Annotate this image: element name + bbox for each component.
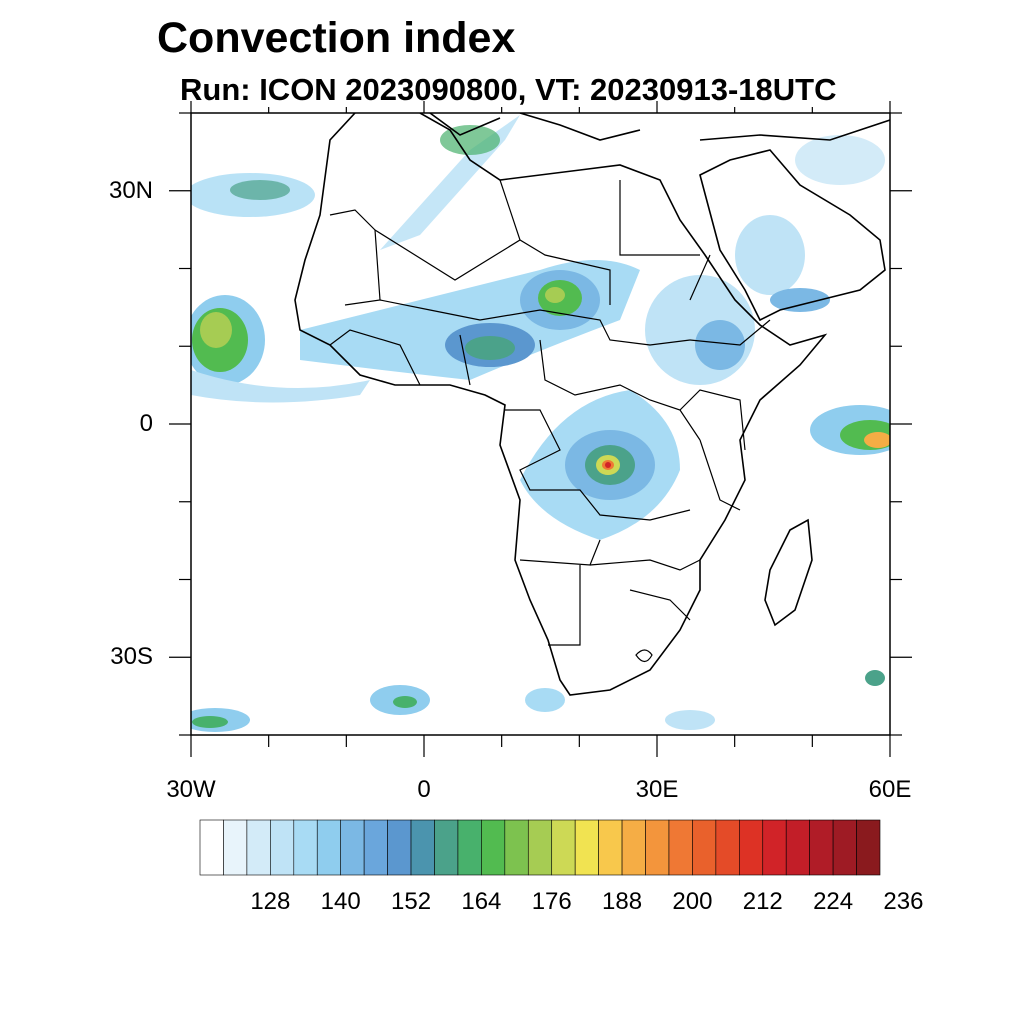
colorbar-tick-label: 176: [531, 888, 572, 915]
field-patch: [864, 432, 890, 448]
colorbar-swatch: [481, 819, 506, 876]
colorbar-swatch: [340, 819, 365, 876]
axis-ticks: [169, 101, 912, 757]
colorbar-swatch: [293, 819, 318, 876]
colorbar-swatch: [785, 819, 810, 876]
border-line: [519, 539, 601, 646]
colorbar-swatch: [410, 819, 435, 876]
field-patch: [605, 462, 611, 468]
colorbar-tick-label: 152: [391, 888, 432, 915]
colorbar-tick-label: 236: [883, 888, 924, 915]
colorbar: [199, 819, 881, 876]
field-patch: [465, 336, 515, 360]
chart-subtitle: Run: ICON 2023090800, VT: 20230913-18UTC: [180, 72, 837, 107]
lon-tick-label: 30E: [635, 776, 679, 803]
field-patch: [393, 696, 417, 708]
colorbar-swatch: [668, 819, 693, 876]
europe-coastline: [429, 113, 890, 141]
colorbar-swatch: [574, 819, 599, 876]
border-line: [374, 229, 611, 305]
border-line: [689, 319, 771, 346]
field-patch: [200, 312, 232, 348]
colorbar-swatch: [223, 819, 248, 876]
convection-field: [191, 115, 890, 732]
colorbar-tick-label: 188: [602, 888, 643, 915]
colorbar-swatch: [739, 819, 764, 876]
africa-coastline: [294, 113, 828, 696]
arabia-coastline: [699, 149, 886, 322]
colorbar-tick-label: 140: [320, 888, 361, 915]
border-line: [329, 209, 381, 306]
colorbar-swatch: [527, 819, 553, 876]
colorbar-swatch: [504, 819, 529, 876]
border-line: [379, 299, 691, 346]
colorbar-swatch: [199, 819, 224, 876]
field-patch: [770, 288, 830, 312]
colorbar-swatch: [762, 819, 787, 876]
field-patch: [865, 670, 885, 686]
colorbar-swatch: [246, 819, 271, 876]
field-patch: [440, 125, 500, 155]
field-patch: [191, 370, 370, 403]
colorbar-tick-label: 164: [461, 888, 502, 915]
colorbar-swatch: [598, 819, 623, 876]
colorbar-swatch: [715, 819, 740, 876]
colorbar-swatch: [434, 819, 459, 876]
field-patch: [192, 716, 228, 728]
colorbar-swatch: [316, 819, 341, 876]
field-patch: [230, 180, 290, 200]
field-patch: [795, 135, 885, 185]
field-patch: [525, 688, 565, 712]
lat-tick-label: 0: [139, 410, 153, 437]
colorbar-tick-label: 212: [742, 888, 783, 915]
border-line: [329, 329, 471, 386]
colorbar-swatch: [809, 819, 834, 876]
lon-tick-label: 60E: [868, 776, 912, 803]
colorbar-swatch: [270, 819, 295, 876]
colorbar-swatch: [551, 819, 576, 876]
border-line: [499, 179, 711, 301]
border-line: [505, 409, 691, 521]
madagascar-coastline: [764, 518, 813, 627]
colorbar-tick-label: 128: [250, 888, 291, 915]
field-patch: [695, 320, 745, 370]
colorbar-swatch: [621, 819, 646, 876]
field-patch: [545, 287, 565, 303]
colorbar-swatch: [363, 819, 388, 876]
colorbar-swatch: [856, 819, 881, 876]
lon-tick-label: 30W: [166, 776, 216, 803]
colorbar-swatch: [387, 819, 412, 876]
colorbar-swatch: [692, 819, 717, 876]
field-patch: [735, 215, 805, 295]
chart-title: Convection index: [157, 14, 516, 62]
coastlines: [294, 113, 890, 696]
country-borders: [329, 179, 771, 663]
colorbar-tick-label: 224: [813, 888, 854, 915]
colorbar-tick-label: 200: [672, 888, 713, 915]
border-line: [589, 559, 701, 621]
lon-tick-label: 0: [417, 776, 431, 803]
lat-tick-label: 30S: [110, 643, 153, 671]
lat-tick-label: 30N: [108, 176, 153, 204]
border-line: [679, 389, 746, 511]
colorbar-swatch: [457, 819, 482, 876]
colorbar-swatch: [832, 819, 857, 876]
field-patch: [665, 710, 715, 730]
border-line: [635, 649, 653, 663]
colorbar-swatch: [645, 819, 670, 876]
